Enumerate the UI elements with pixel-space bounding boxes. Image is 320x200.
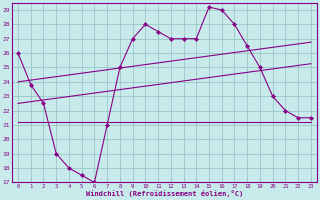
X-axis label: Windchill (Refroidissement éolien,°C): Windchill (Refroidissement éolien,°C) [86,190,243,197]
